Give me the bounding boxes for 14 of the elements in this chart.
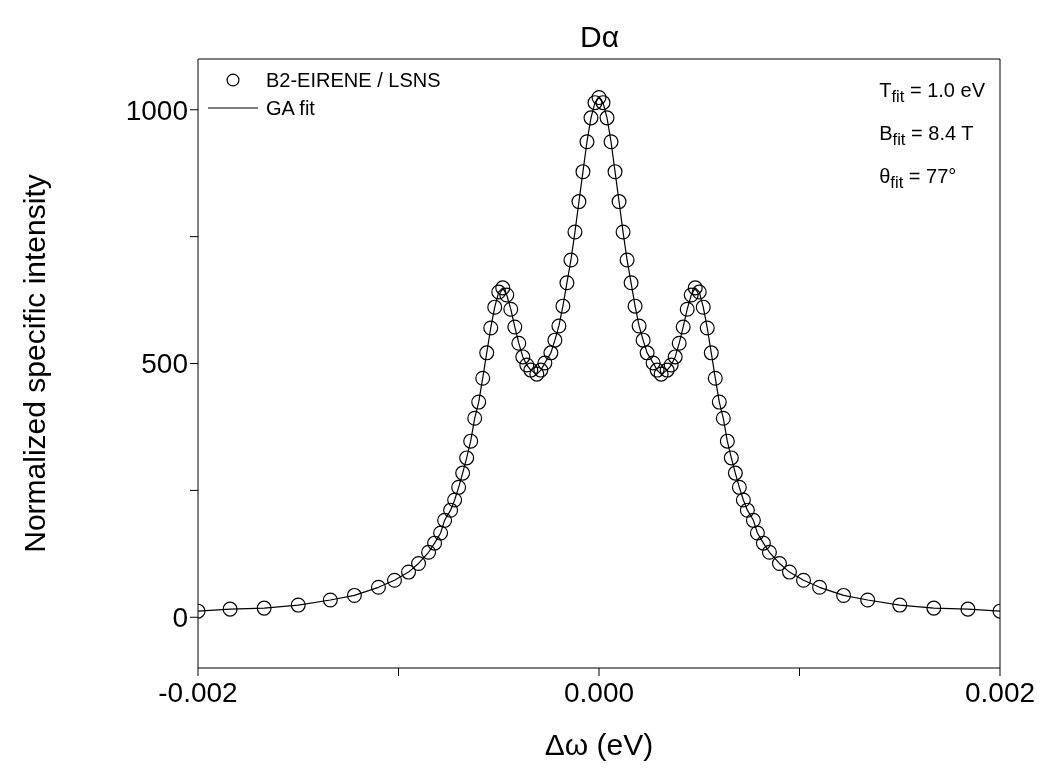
y-tick-label: 0 (172, 602, 188, 634)
legend-label: GA fit (266, 96, 315, 121)
x-tick-label: 0.000 (563, 676, 635, 708)
chart-title: Dα (579, 20, 620, 54)
x-tick-label: -0.002 (158, 676, 238, 708)
annotation: T$_{fit}$ = 1.0 eV (879, 78, 985, 108)
y-axis-title: Normalized specific intensity (17, 174, 51, 553)
y-tick-label: 1000 (125, 94, 188, 126)
x-axis-title: Δω (eV) (544, 728, 654, 761)
legend-label: B2-EIRENE / LSNS (266, 68, 441, 93)
y-tick-label: 500 (141, 348, 188, 380)
annotation: B$_{fit}$ = 8.4 T (879, 121, 975, 151)
x-tick-label: 0.002 (964, 676, 1036, 708)
annotation: θ$_{fit}$ = 77° (879, 164, 958, 194)
